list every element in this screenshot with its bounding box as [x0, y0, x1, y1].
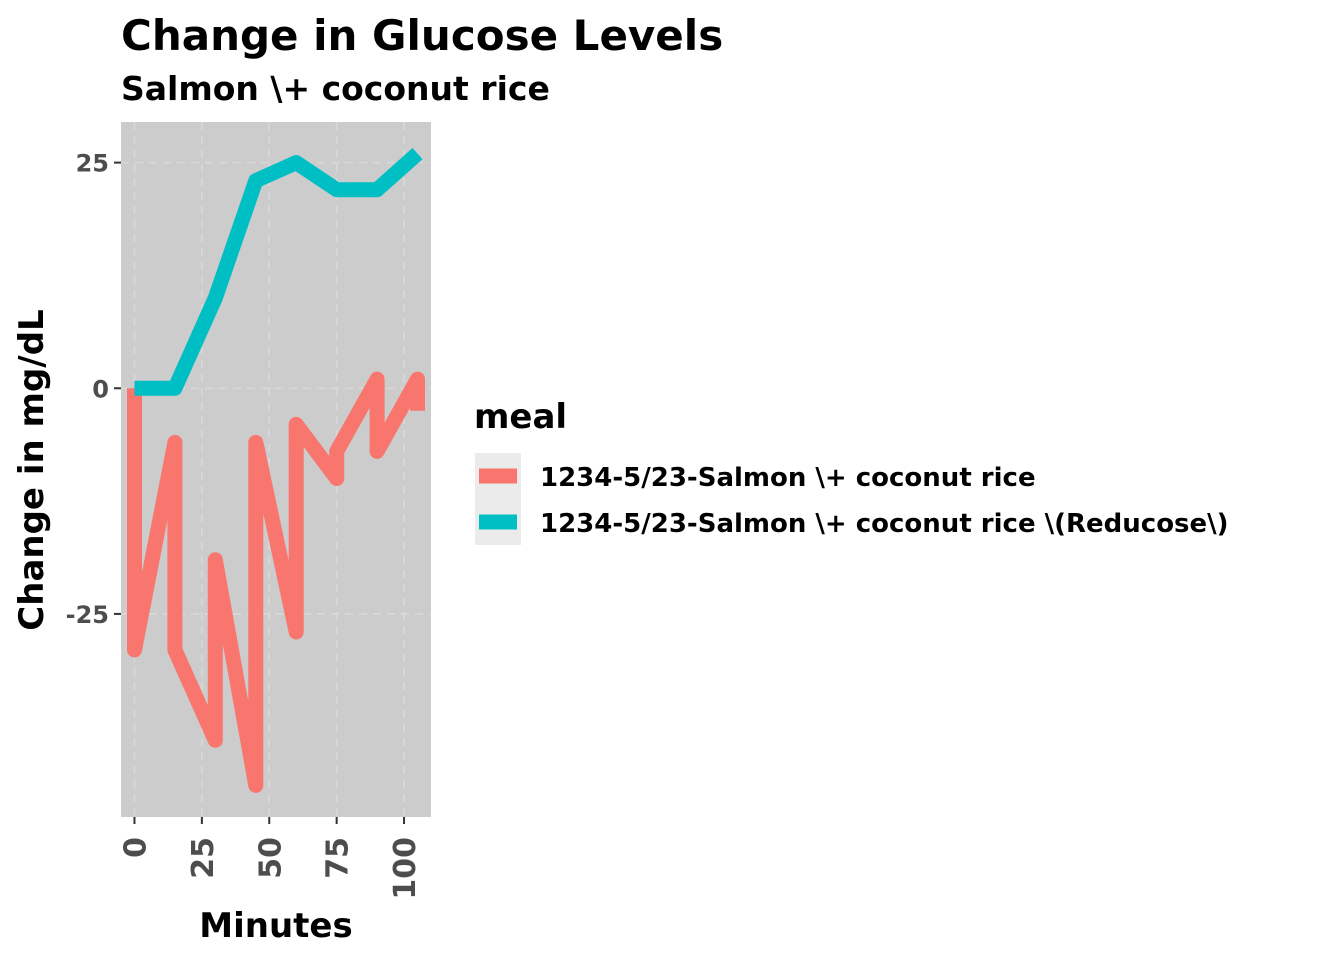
legend: meal 1234-5/23-Salmon \+ coconut rice123…: [474, 397, 1229, 545]
y-axis-title: Change in mg/dL: [12, 309, 52, 630]
x-axis-title: Minutes: [199, 906, 352, 946]
chart-subtitle: Salmon \+ coconut rice: [121, 69, 550, 108]
x-tick-label-75: 75: [321, 837, 356, 879]
x-tick-label-0: 0: [118, 837, 153, 858]
legend-title: meal: [474, 397, 567, 437]
legend-label-1: 1234-5/23-Salmon \+ coconut rice: [540, 463, 1036, 493]
y-tick-label-25: 25: [76, 150, 109, 178]
y-tick-label--25: -25: [66, 601, 109, 629]
legend-items: 1234-5/23-Salmon \+ coconut rice 1234-5/2…: [479, 463, 1229, 539]
x-tick-label-100: 100: [388, 837, 423, 900]
x-tick-label-50: 50: [253, 837, 288, 879]
series-line-2: [134, 148, 423, 396]
series-line-1: [127, 371, 425, 793]
series-lines: [127, 148, 425, 793]
x-tick-label-25: 25: [186, 837, 221, 879]
legend-key-background: [475, 453, 521, 545]
legend-label-2: 1234-5/23-Salmon \+ coconut rice \(Reduc…: [540, 509, 1229, 539]
axes: 25 0 -25 0 25 50 75 100: [66, 150, 423, 900]
chart-title: Change in Glucose Levels: [121, 11, 723, 60]
y-tick-label-0: 0: [92, 375, 109, 403]
